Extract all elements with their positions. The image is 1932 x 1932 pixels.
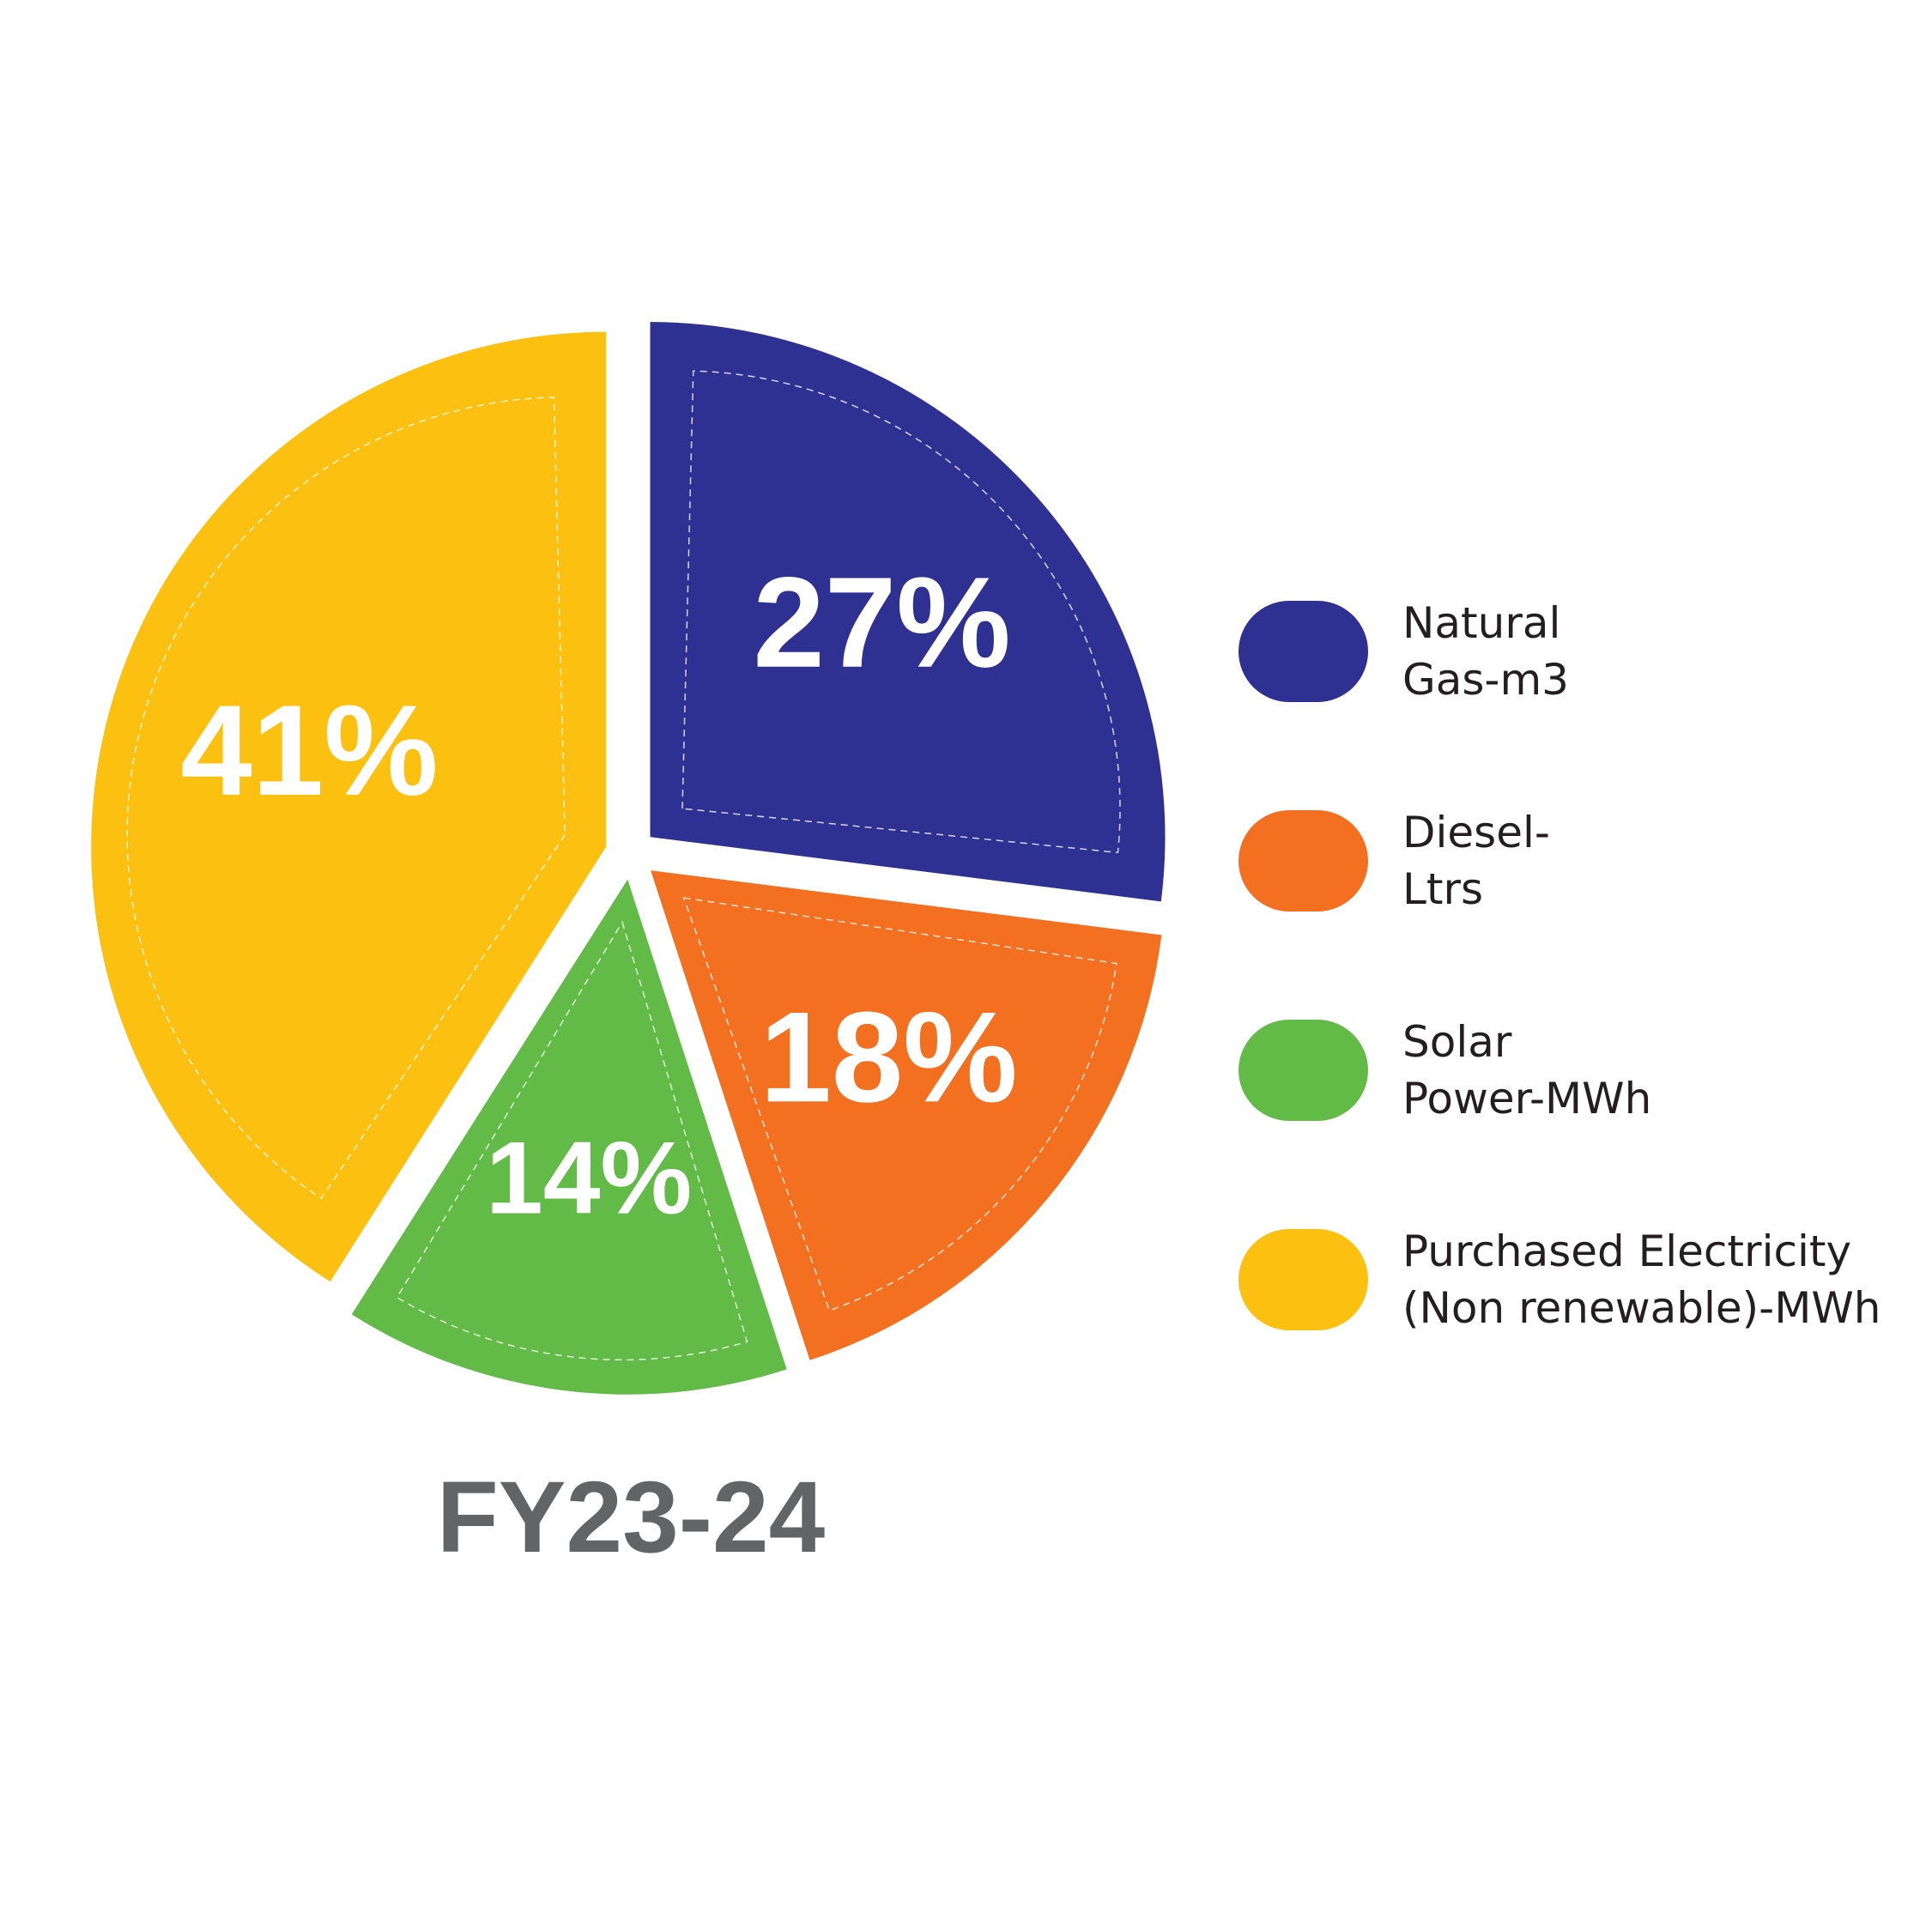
pie-slice [651,870,1162,1360]
legend-item: Solar Power-MWh [1239,1017,1651,1123]
legend-swatch [1239,601,1368,702]
slice-label: 18% [760,984,1017,1129]
legend-label: Diesel- Ltrs [1402,808,1550,914]
slice-outline [682,897,1117,1311]
pie-slice [650,322,1166,902]
chart-title: FY23-24 [436,1461,826,1574]
legend-item: Natural Gas-m3 [1239,598,1569,705]
slice-label: 41% [180,678,438,822]
slice-label: 14% [486,1121,692,1236]
legend-item: Purchased Electricity (Non renewable)-MW… [1239,1226,1881,1333]
legend-item: Diesel- Ltrs [1239,808,1550,914]
pie-slice [91,331,607,1282]
legend-label: Purchased Electricity (Non renewable)-MW… [1402,1226,1881,1333]
slice-outline [396,920,748,1361]
slice-outline [126,397,566,1200]
slice-outline [681,370,1121,854]
legend-swatch [1239,810,1368,911]
legend-label: Solar Power-MWh [1402,1017,1652,1123]
legend-swatch [1239,1229,1368,1330]
legend-swatch [1239,1020,1368,1121]
slice-label: 27% [753,550,1010,694]
legend-label: Natural Gas-m3 [1402,598,1569,705]
pie-slice [351,879,787,1395]
